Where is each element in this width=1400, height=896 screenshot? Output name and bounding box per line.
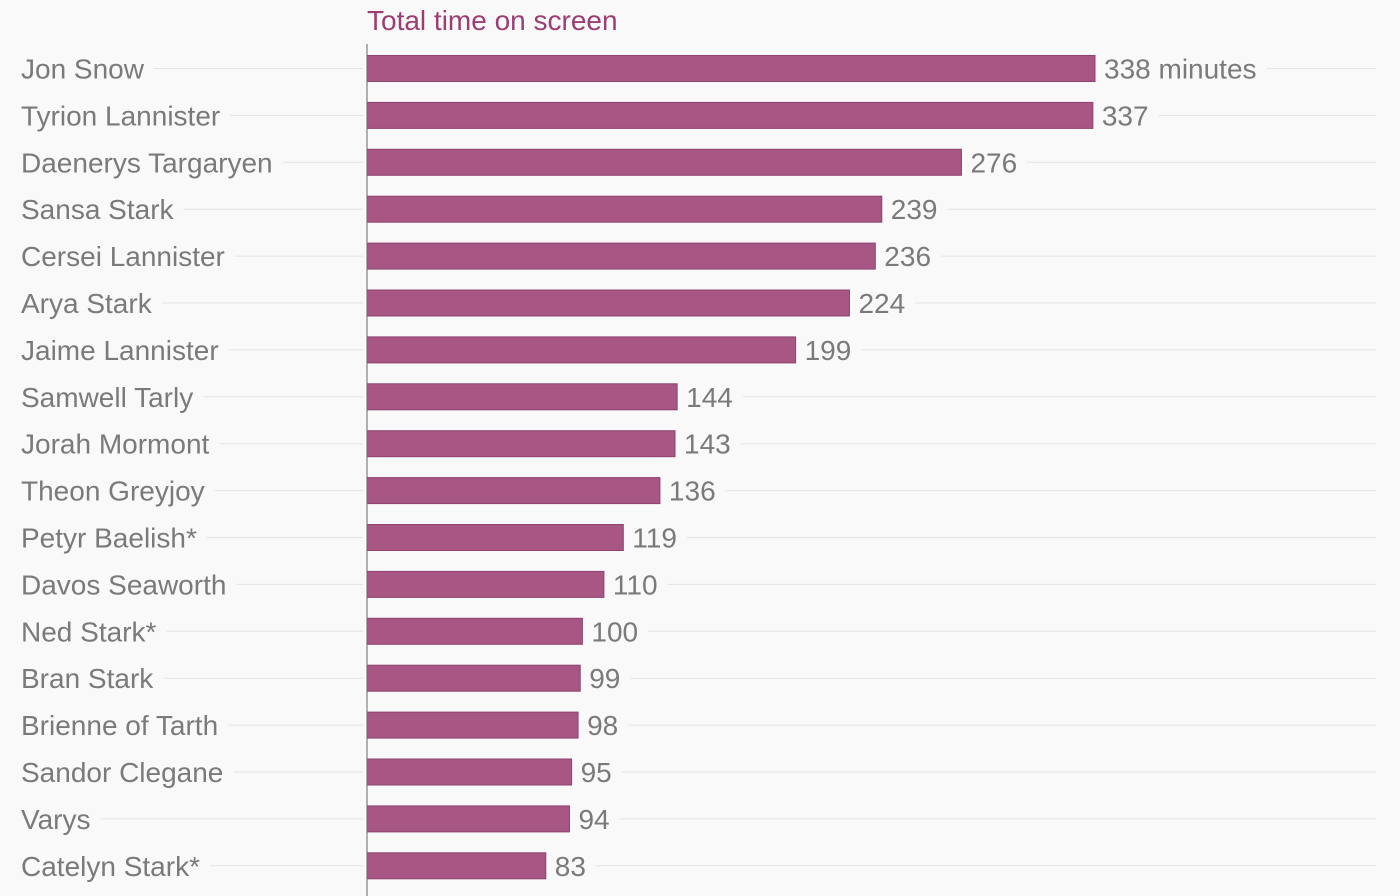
bar: [366, 524, 624, 551]
category-label: Catelyn Stark*: [21, 851, 200, 882]
value-label: 94: [578, 804, 609, 835]
value-label: 337: [1102, 100, 1149, 131]
category-label: Sandor Clegane: [21, 757, 223, 788]
bar: [366, 383, 678, 411]
bar: [366, 477, 661, 505]
bar: [366, 617, 583, 645]
value-label: 224: [858, 288, 905, 319]
bar: [366, 758, 573, 786]
category-label: Varys: [21, 804, 91, 835]
value-label: 136: [669, 476, 716, 507]
category-label: Theon Greyjoy: [21, 476, 205, 507]
value-label: 100: [591, 616, 638, 647]
gridlines: [100, 68, 1376, 867]
category-label: Jorah Mormont: [21, 429, 210, 460]
value-label: 119: [632, 523, 677, 554]
category-label: Jon Snow: [21, 54, 145, 85]
value-label: 98: [587, 710, 618, 741]
bar: [366, 148, 962, 176]
value-label: 199: [805, 335, 852, 366]
value-label: 83: [555, 851, 586, 882]
category-label: Arya Stark: [21, 288, 153, 319]
value-label: 236: [884, 241, 931, 272]
category-label: Bran Stark: [21, 663, 154, 694]
category-label: Davos Seaworth: [21, 569, 226, 600]
value-label: 95: [581, 757, 612, 788]
value-label: 110: [613, 569, 658, 600]
value-label: 239: [891, 194, 938, 225]
bar: [366, 570, 605, 598]
value-label: 338 minutes: [1104, 54, 1257, 85]
category-label: Jaime Lannister: [21, 335, 219, 366]
category-label: Samwell Tarly: [21, 382, 193, 413]
bar: [366, 101, 1094, 129]
chart-title: Total time on screen: [367, 5, 618, 36]
category-label: Ned Stark*: [21, 616, 156, 647]
bar: [366, 430, 676, 458]
bar: [366, 55, 1096, 82]
category-label: Daenerys Targaryen: [21, 147, 273, 178]
bar: [366, 242, 876, 270]
value-label: 99: [589, 663, 620, 694]
bar: [366, 195, 883, 223]
value-label: 144: [686, 382, 733, 413]
category-label: Sansa Stark: [21, 194, 175, 225]
category-label: Brienne of Tarth: [21, 710, 218, 741]
bar: [366, 289, 850, 317]
bar: [366, 805, 570, 833]
category-labels: Jon Snow Tyrion Lannister Daenerys Targary…: [21, 54, 273, 882]
bars: [366, 55, 1096, 880]
value-label: 143: [684, 429, 731, 460]
value-label: 276: [970, 147, 1017, 178]
bar: [366, 336, 797, 364]
bar: [366, 711, 579, 739]
bar: [366, 664, 581, 692]
bar: [366, 852, 547, 880]
category-label: Petyr Baelish*: [21, 523, 197, 554]
category-label: Tyrion Lannister: [21, 100, 220, 131]
category-label: Cersei Lannister: [21, 241, 225, 272]
